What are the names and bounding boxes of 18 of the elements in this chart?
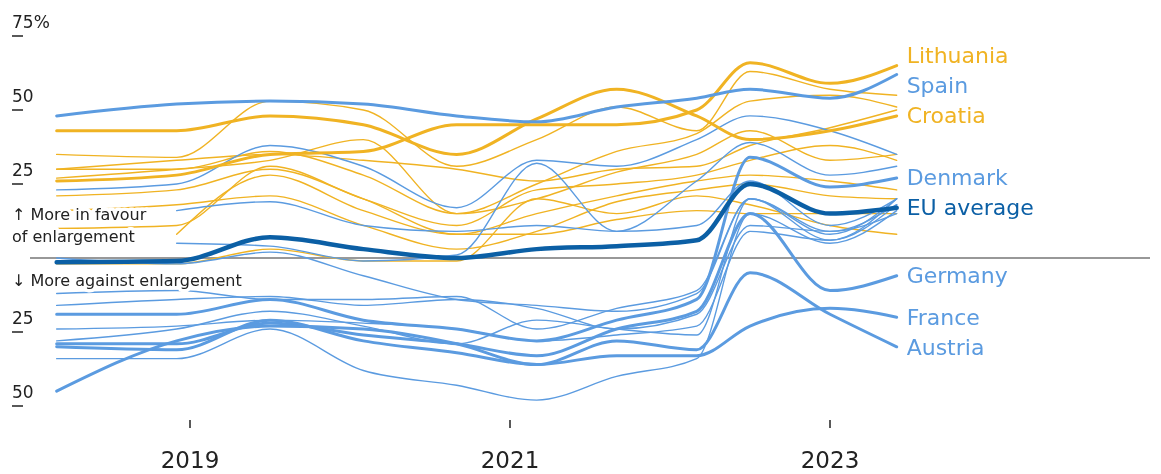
x-tick-label: 2023 (800, 447, 860, 473)
series-label: Spain (906, 72, 969, 98)
x-tick-label: 2019 (160, 447, 220, 473)
y-tick-label: 50 (12, 86, 34, 106)
series-label: Lithuania (906, 42, 1009, 68)
annotation: ↓ More against enlargement (12, 271, 242, 290)
y-tick-label: 25 (12, 308, 34, 328)
y-tick-label: 75% (12, 12, 50, 32)
x-tick-label: 2021 (480, 447, 540, 473)
series-label: Austria (906, 334, 985, 360)
annotation: ↑ More in favour of enlargement (12, 205, 147, 246)
y-tick-label: 50 (12, 382, 34, 402)
series-label: Germany (906, 263, 1008, 289)
series-label: France (906, 304, 980, 330)
series-label: EU average (906, 195, 1034, 221)
series-label: Denmark (906, 165, 1009, 191)
y-tick-label: 25 (12, 160, 34, 180)
series-label: Croatia (906, 103, 986, 129)
